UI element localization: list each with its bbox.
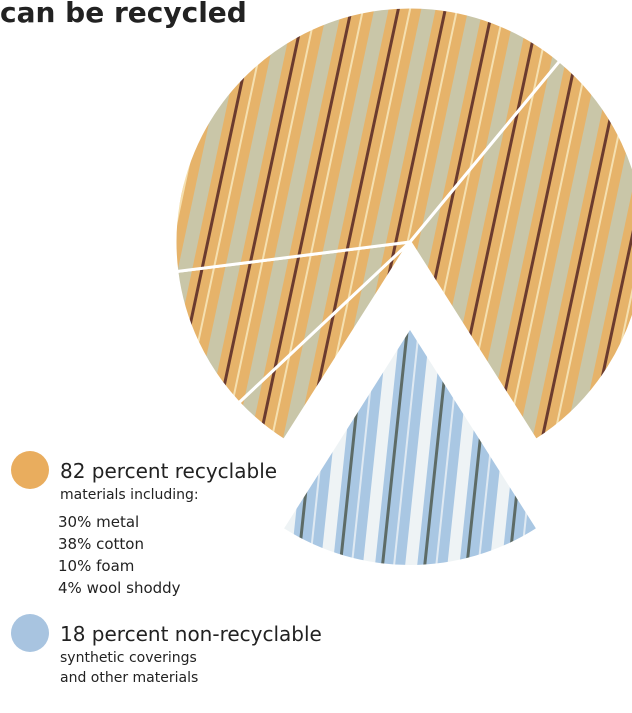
legend-swatch [11,614,49,652]
pie-slice [284,330,536,565]
legend-item: 38% cotton [58,535,144,553]
legend-item: 4% wool shoddy [58,579,181,597]
legend-item: 30% metal [58,513,139,531]
legend-note: and other materials [60,670,198,686]
pie-slice [175,239,415,405]
legend: 82 percent recyclable materials including… [11,451,322,686]
legend-note: materials including: [60,487,199,503]
legend-label: 18 percent non-recyclable [60,622,322,646]
legend-note: synthetic coverings [60,650,197,666]
legend-item: 10% foam [58,557,134,575]
legend-label: 82 percent recyclable [60,459,277,483]
legend-swatch [11,451,49,489]
pie [173,5,632,565]
pie-slice [408,58,632,443]
chart-title: can be recycled [0,0,247,29]
pie-slice [173,5,562,274]
